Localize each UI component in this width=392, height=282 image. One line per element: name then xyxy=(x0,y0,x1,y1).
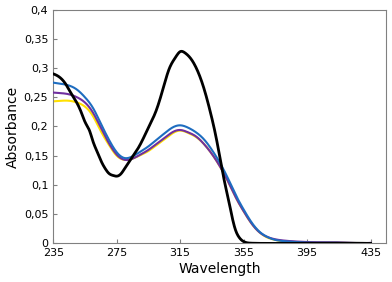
Y-axis label: Absorbance: Absorbance xyxy=(5,85,20,168)
X-axis label: Wavelength: Wavelength xyxy=(179,263,261,276)
